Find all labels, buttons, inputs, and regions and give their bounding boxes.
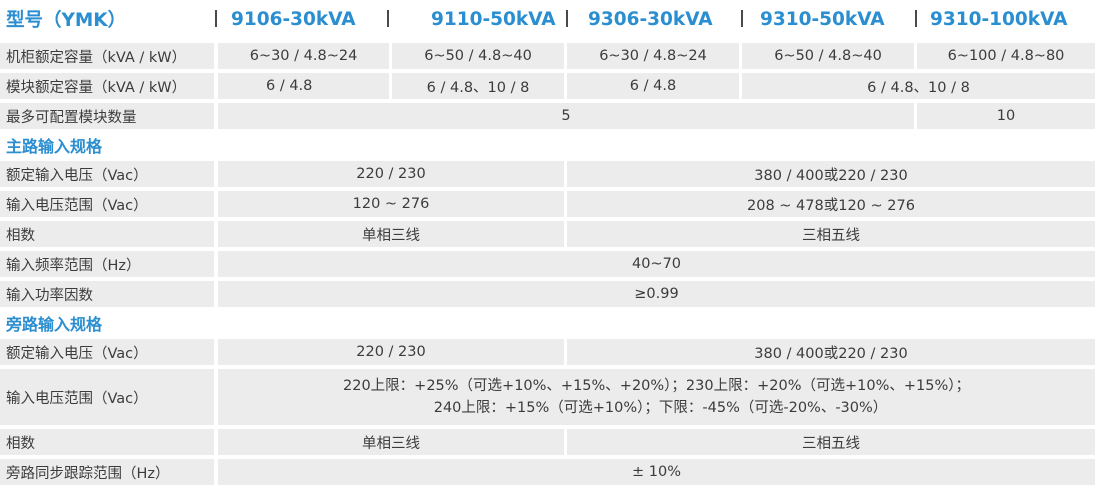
row-main-power-factor: 输入功率因数 ≥0.99 — [0, 281, 1095, 307]
cell-value: 6~100 / 4.8~80 — [917, 43, 1095, 69]
row-label: 相数 — [0, 429, 214, 455]
cell-value: 120 ~ 276 — [218, 191, 564, 217]
cell-value: 三相五线 — [567, 429, 1095, 455]
model-9306-30: 9306-30kVA — [588, 8, 713, 30]
row-module-capacity: 模块额定容量（kVA / kW） 6 / 4.8 6 / 4.8、10 / 8 … — [0, 73, 1095, 99]
row-label: 输入电压范围（Vac） — [0, 369, 214, 425]
row-main-phase: 相数 单相三线 三相五线 — [0, 221, 1095, 247]
cell-value: 6~50 / 4.8~40 — [392, 43, 564, 69]
row-max-modules: 最多可配置模块数量 5 10 — [0, 103, 1095, 129]
row-bypass-phase: 相数 单相三线 三相五线 — [0, 429, 1095, 455]
cell-value: 6 / 4.8 — [567, 73, 739, 99]
row-bypass-sync-range: 旁路同步跟踪范围（Hz） ± 10% — [0, 459, 1095, 485]
row-main-rated-voltage: 额定输入电压（Vac） 220 / 230 380 / 400或220 / 23… — [0, 161, 1095, 187]
row-label: 输入频率范围（Hz） — [0, 251, 214, 277]
header-separator — [915, 10, 917, 27]
cell-value: 6 / 4.8、10 / 8 — [742, 73, 1095, 99]
cell-value: 10 — [917, 103, 1095, 129]
model-9106-30: 9106-30kVA — [231, 8, 356, 30]
row-label: 模块额定容量（kVA / kW） — [0, 73, 214, 99]
row-label: 输入电压范围（Vac） — [0, 191, 214, 217]
row-cabinet-capacity: 机柜额定容量（kVA / kW） 6~30 / 4.8~24 6~50 / 4.… — [0, 43, 1095, 69]
row-main-frequency-range: 输入频率范围（Hz） 40~70 — [0, 251, 1095, 277]
model-header-label: 型号（YMK） — [6, 10, 127, 31]
row-label: 机柜额定容量（kVA / kW） — [0, 43, 214, 69]
cell-value: 380 / 400或220 / 230 — [567, 339, 1095, 365]
cell-value: 三相五线 — [567, 221, 1095, 247]
voltage-range-line-2: 240上限：+15%（可选+10%）；下限：-45%（可选-20%、-30%） — [433, 400, 888, 416]
cell-value: 5 — [218, 103, 914, 129]
row-label: 最多可配置模块数量 — [0, 103, 214, 129]
cell-value: 40~70 — [218, 251, 1095, 277]
header-separator — [387, 10, 389, 27]
cell-value: 6 / 4.8、10 / 8 — [392, 73, 564, 99]
cell-value: ± 10% — [218, 459, 1095, 485]
cell-value: 220 / 230 — [218, 161, 564, 187]
cell-value: 单相三线 — [218, 429, 564, 455]
cell-value: 220 / 230 — [218, 339, 564, 365]
header-separator — [741, 10, 743, 27]
section-title-bypass-input: 旁路输入规格 — [6, 315, 103, 334]
cell-value: 单相三线 — [218, 221, 564, 247]
model-9310-50: 9310-50kVA — [760, 8, 885, 30]
cell-value: 380 / 400或220 / 230 — [567, 161, 1095, 187]
model-9110-50: 9110-50kVA — [431, 8, 556, 30]
row-label: 相数 — [0, 221, 214, 247]
row-bypass-voltage-range: 输入电压范围（Vac） 220上限：+25%（可选+10%、+15%、+20%）… — [0, 369, 1095, 425]
row-label: 输入功率因数 — [0, 281, 214, 307]
cell-value: 6~50 / 4.8~40 — [742, 43, 914, 69]
cell-value: ≥0.99 — [218, 281, 1095, 307]
row-main-voltage-range: 输入电压范围（Vac） 120 ~ 276 208 ~ 478或120 ~ 27… — [0, 191, 1095, 217]
section-title-main-input: 主路输入规格 — [6, 137, 103, 156]
header-separator — [566, 10, 568, 27]
row-label: 旁路同步跟踪范围（Hz） — [0, 459, 214, 485]
row-label: 额定输入电压（Vac） — [0, 339, 214, 365]
cell-value-multiline: 220上限：+25%（可选+10%、+15%、+20%）；230上限：+20%（… — [218, 369, 1095, 425]
cell-value: 6 / 4.8 — [218, 73, 389, 99]
voltage-range-line-1: 220上限：+25%（可选+10%、+15%、+20%）；230上限：+20%（… — [343, 378, 970, 394]
cell-value: 6~30 / 4.8~24 — [218, 43, 389, 69]
row-label: 额定输入电压（Vac） — [0, 161, 214, 187]
header-separator — [215, 10, 217, 27]
model-9310-100: 9310-100kVA — [930, 8, 1068, 30]
cell-value: 208 ~ 478或120 ~ 276 — [567, 191, 1095, 217]
cell-value: 6~30 / 4.8~24 — [567, 43, 739, 69]
row-bypass-rated-voltage: 额定输入电压（Vac） 220 / 230 380 / 400或220 / 23… — [0, 339, 1095, 365]
